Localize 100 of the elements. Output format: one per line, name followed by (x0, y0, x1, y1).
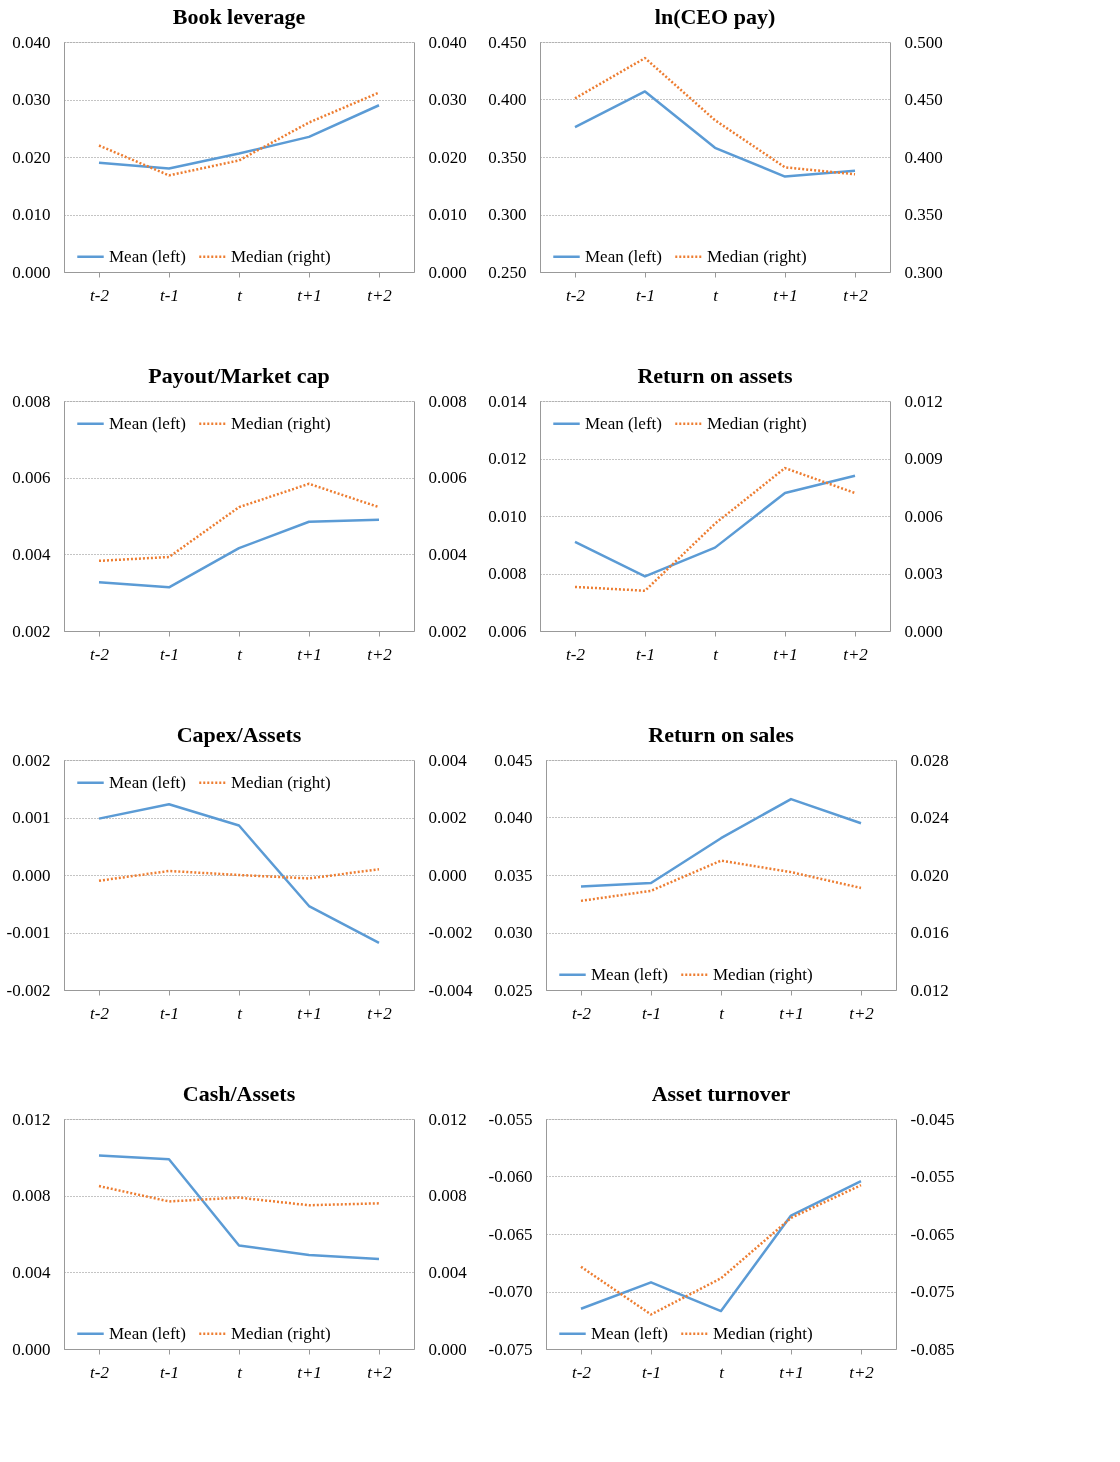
y-tick-label: 0.008 (12, 391, 51, 411)
x-tick-label: t+1 (773, 644, 798, 664)
y-tick-label: 0.010 (12, 205, 51, 224)
y-tick-label: -0.001 (6, 923, 51, 942)
x-tick-label: t+1 (297, 1003, 322, 1023)
y-tick-label: 0.002 (12, 750, 51, 770)
legend-label: Mean (left) (109, 772, 186, 792)
line-series (97, 104, 381, 170)
y-tick-label: 0.300 (488, 205, 527, 224)
y2-tick-label: 0.024 (910, 808, 950, 827)
x-tick-label: t-1 (160, 644, 179, 664)
x-tick-label: t+1 (297, 1362, 322, 1382)
y-tick-label: 0.008 (488, 564, 527, 583)
x-tick-label: t-1 (160, 1362, 179, 1382)
y2-tick-label: 0.020 (428, 147, 467, 167)
chart-title: ln(CEO pay) (654, 4, 776, 29)
y2-tick-label: 0.028 (910, 750, 949, 770)
y-tick-label: 0.008 (12, 1186, 51, 1206)
y-tick-label: 0.001 (12, 808, 51, 827)
y2-tick-label: 0.000 (904, 621, 943, 641)
y-tick-label: 0.000 (12, 1339, 51, 1359)
x-tick-label: t (719, 1362, 726, 1382)
y2-tick-label: -0.055 (910, 1167, 955, 1186)
y-tick-label: 0.004 (12, 544, 51, 564)
x-tick-label: t+2 (843, 285, 869, 305)
y2-tick-label: -0.065 (910, 1224, 955, 1244)
y-tick-label: -0.060 (488, 1167, 533, 1186)
y-tick-label: -0.070 (488, 1282, 533, 1301)
y2-tick-label: 0.004 (428, 750, 468, 770)
y-tick-label: 0.025 (494, 980, 533, 1000)
y2-tick-label: -0.075 (910, 1282, 955, 1301)
y2-tick-label: 0.004 (428, 544, 468, 564)
legend-label: Mean (left) (109, 413, 186, 433)
y2-tick-label: 0.020 (910, 865, 949, 885)
y-tick-label: 0.000 (12, 262, 51, 282)
y2-tick-label: -0.085 (910, 1339, 955, 1359)
line-series (573, 466, 857, 592)
y-tick-label: 0.012 (12, 1109, 51, 1129)
line-series (97, 482, 381, 563)
x-tick-label: t+1 (779, 1003, 804, 1023)
y-tick-label: 0.250 (488, 262, 527, 282)
chart-title: Payout/Market cap (148, 363, 330, 388)
x-tick-label: t-1 (642, 1003, 661, 1023)
legend-label: Mean (left) (591, 964, 668, 984)
legend-label: Median (right) (231, 1323, 331, 1343)
x-tick-label: t+2 (367, 1003, 393, 1023)
x-tick-label: t+1 (773, 285, 798, 305)
legend-label: Mean (left) (109, 246, 186, 266)
x-tick-label: t (237, 1362, 244, 1382)
x-tick-label: t-2 (90, 285, 110, 305)
x-tick-label: t-2 (572, 1362, 592, 1382)
line-series (579, 859, 863, 903)
y-tick-label: -0.075 (488, 1339, 533, 1359)
y-tick-label: 0.002 (12, 621, 51, 641)
y2-tick-label: 0.000 (428, 1339, 467, 1359)
legend-label: Median (right) (713, 964, 813, 984)
y-tick-label: 0.010 (488, 506, 527, 526)
x-tick-label: t+2 (849, 1362, 875, 1382)
line-series (97, 91, 381, 177)
x-tick-label: t-1 (160, 1003, 179, 1023)
y2-tick-label: 0.012 (904, 391, 943, 411)
y-tick-label: 0.000 (12, 865, 51, 885)
legend-label: Median (right) (231, 772, 331, 792)
x-tick-label: t+2 (849, 1003, 875, 1023)
legend-label: Median (right) (231, 246, 331, 266)
x-tick-label: t-1 (642, 1362, 661, 1382)
legend-label: Median (right) (707, 246, 807, 266)
y-tick-label: -0.055 (488, 1109, 533, 1129)
x-tick-label: t-2 (90, 1003, 110, 1023)
x-tick-label: t+1 (297, 644, 322, 664)
y-tick-label: 0.014 (488, 391, 527, 411)
line-series (97, 803, 381, 945)
y2-tick-label: 0.009 (904, 449, 943, 468)
y-tick-label: 0.030 (494, 923, 533, 942)
line-series (97, 868, 381, 882)
y2-tick-label: 0.003 (904, 564, 943, 583)
x-tick-label: t+2 (843, 644, 869, 664)
y-tick-label: 0.012 (488, 449, 527, 468)
x-tick-label: t (237, 644, 244, 664)
chart-title: Capex/Assets (176, 722, 302, 747)
line-series (573, 90, 857, 178)
x-tick-label: t+2 (367, 644, 393, 664)
y-tick-label: 0.040 (12, 32, 51, 52)
y-tick-label: 0.350 (488, 147, 527, 167)
y-tick-label: 0.045 (494, 750, 533, 770)
y2-tick-label: 0.350 (904, 205, 943, 224)
y2-tick-label: 0.006 (428, 468, 467, 488)
y-tick-label: -0.065 (488, 1224, 533, 1244)
x-tick-label: t (713, 285, 720, 305)
x-tick-label: t-1 (636, 285, 655, 305)
y-tick-label: 0.006 (12, 468, 51, 488)
y2-tick-label: 0.400 (904, 147, 943, 167)
y2-tick-label: 0.040 (428, 32, 467, 52)
x-tick-label: t+2 (367, 1362, 393, 1382)
x-tick-label: t-1 (636, 644, 655, 664)
y2-tick-label: 0.016 (910, 923, 949, 942)
y2-tick-label: -0.002 (428, 923, 473, 942)
y2-tick-label: 0.010 (428, 205, 467, 224)
y-tick-label: 0.030 (12, 90, 51, 109)
y2-tick-label: 0.002 (428, 621, 467, 641)
